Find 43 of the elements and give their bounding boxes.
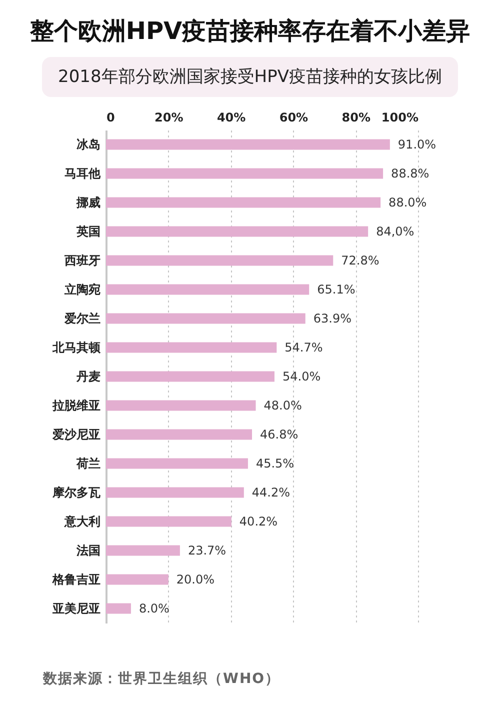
x-tick-label: 60% <box>279 110 308 124</box>
data-label: 88.0% <box>388 196 427 210</box>
data-label: 20.0% <box>176 572 215 586</box>
data-label: 63.9% <box>313 312 352 326</box>
y-tick-label: 爱沙尼亚 <box>52 428 100 442</box>
y-tick-label: 荷兰 <box>76 456 100 470</box>
y-tick-label: 爱尔兰 <box>64 312 100 326</box>
data-label: 48.0% <box>264 398 302 412</box>
y-tick-label: 马耳他 <box>64 166 102 180</box>
y-tick-label: 丹麦 <box>76 370 100 384</box>
x-tick-label: 80% <box>342 110 370 124</box>
source-note: 数据来源：世界卫生组织（WHO） <box>43 670 280 689</box>
data-label: 84,0% <box>376 224 414 238</box>
x-tick-label: 100% <box>381 110 418 124</box>
chart-subtitle: 2018年部分欧洲国家接受HPV疫苗接种的女孩比例 <box>42 57 458 97</box>
y-tick-label: 北马其顿 <box>52 340 102 354</box>
y-tick-label: 亚美尼亚 <box>52 602 100 616</box>
data-label: 54.0% <box>282 370 321 384</box>
y-tick-label: 西班牙 <box>64 254 100 268</box>
data-label: 46.8% <box>260 428 298 442</box>
y-tick-label: 拉脱维亚 <box>52 398 100 412</box>
y-tick-label: 冰岛 <box>76 138 100 152</box>
data-label: 45.5% <box>256 456 294 470</box>
x-tick-label: 20% <box>154 110 184 124</box>
data-label: 91.0% <box>398 138 436 152</box>
y-tick-label: 法国 <box>76 544 100 558</box>
data-label: 54.7% <box>284 340 323 354</box>
x-tick-label: 40% <box>216 110 246 124</box>
x-tick-label: 0 <box>106 110 115 124</box>
data-label: 23.7% <box>188 544 226 558</box>
y-tick-label: 立陶宛 <box>64 282 100 296</box>
data-label: 44.2% <box>252 486 290 500</box>
data-label: 72.8% <box>341 254 380 268</box>
y-tick-label: 摩尔多瓦 <box>52 486 100 500</box>
y-tick-label: 挪威 <box>76 196 100 210</box>
chart-title: 整个欧洲HPV疫苗接种率存在着不小差异 <box>28 16 472 47</box>
y-tick-label: 英国 <box>76 224 100 238</box>
y-tick-label: 格鲁吉亚 <box>52 572 100 586</box>
data-label: 8.0% <box>138 602 170 616</box>
data-label: 65.1% <box>317 282 356 296</box>
y-tick-label: 意大利 <box>64 514 100 528</box>
data-label: 40.2% <box>239 514 278 528</box>
data-label: 88.8% <box>391 166 430 180</box>
